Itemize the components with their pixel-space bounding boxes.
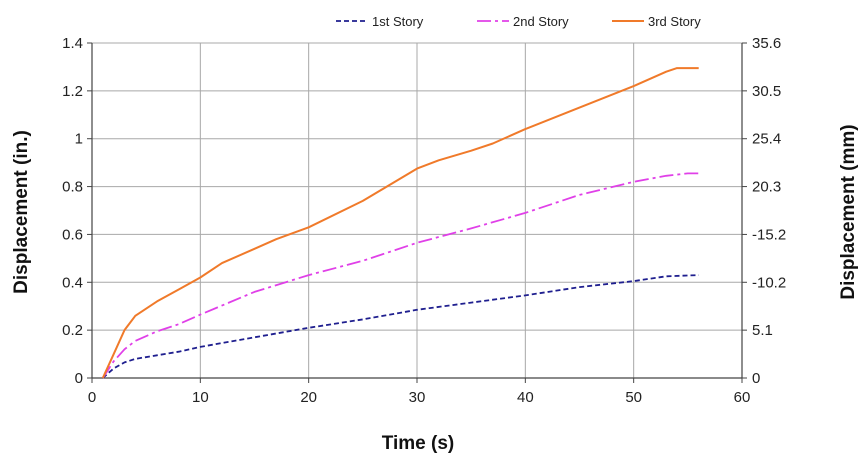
x-tick-label: 10 — [192, 389, 209, 406]
y-tick-label-right: 30.5 — [752, 83, 781, 100]
grid-layer — [92, 42, 743, 378]
legend-label-1: 1st Story — [372, 14, 424, 29]
series-line-1 — [102, 274, 699, 379]
y-tick-label-left: 0.2 — [62, 322, 83, 339]
y-tick-label-right: 0 — [752, 370, 760, 387]
y-tick-label-right: 25.4 — [752, 131, 781, 148]
y-tick-label-left: 0 — [75, 370, 83, 387]
x-tick-label: 40 — [517, 389, 534, 406]
y-tick-label-right: -10.2 — [752, 274, 786, 291]
x-tick-label: 0 — [88, 389, 96, 406]
legend-label-3: 3rd Story — [648, 14, 701, 29]
legend-label-2: 2nd Story — [513, 14, 569, 29]
legend: 1st Story 2nd Story 3rd Story — [336, 14, 701, 29]
y-tick-label-left: 0.6 — [62, 226, 83, 243]
y-tick-label-left: 0.8 — [62, 179, 83, 196]
x-tick-label: 50 — [625, 389, 642, 406]
y-tick-label-right: -15.2 — [752, 226, 786, 243]
x-tick-label: 60 — [734, 389, 751, 406]
y-tick-label-left: 0.4 — [62, 274, 83, 291]
y-axis-title-right: Displacement (mm) — [838, 124, 859, 299]
y-tick-label-left: 1.4 — [62, 35, 83, 52]
series-line-2 — [102, 172, 699, 379]
y-axis-title-left: Displacement (in.) — [11, 130, 32, 294]
y-tick-label-right: 35.6 — [752, 35, 781, 52]
x-axis-title: Time (s) — [382, 433, 455, 454]
x-tick-label: 20 — [300, 389, 317, 406]
y-tick-label-left: 1.2 — [62, 83, 83, 100]
series-line-3 — [101, 67, 699, 379]
axes-layer — [87, 42, 747, 383]
y-tick-label-left: 1 — [75, 131, 83, 148]
y-tick-label-right: 20.3 — [752, 179, 781, 196]
ticks-layer: 0 10 20 30 40 50 600 00.2 5.10.4 -10.20.6 -15.20.8… — [62, 35, 786, 406]
x-tick-label: 30 — [409, 389, 426, 406]
y-tick-label-right: 5.1 — [752, 322, 773, 339]
series-layer — [101, 67, 699, 379]
